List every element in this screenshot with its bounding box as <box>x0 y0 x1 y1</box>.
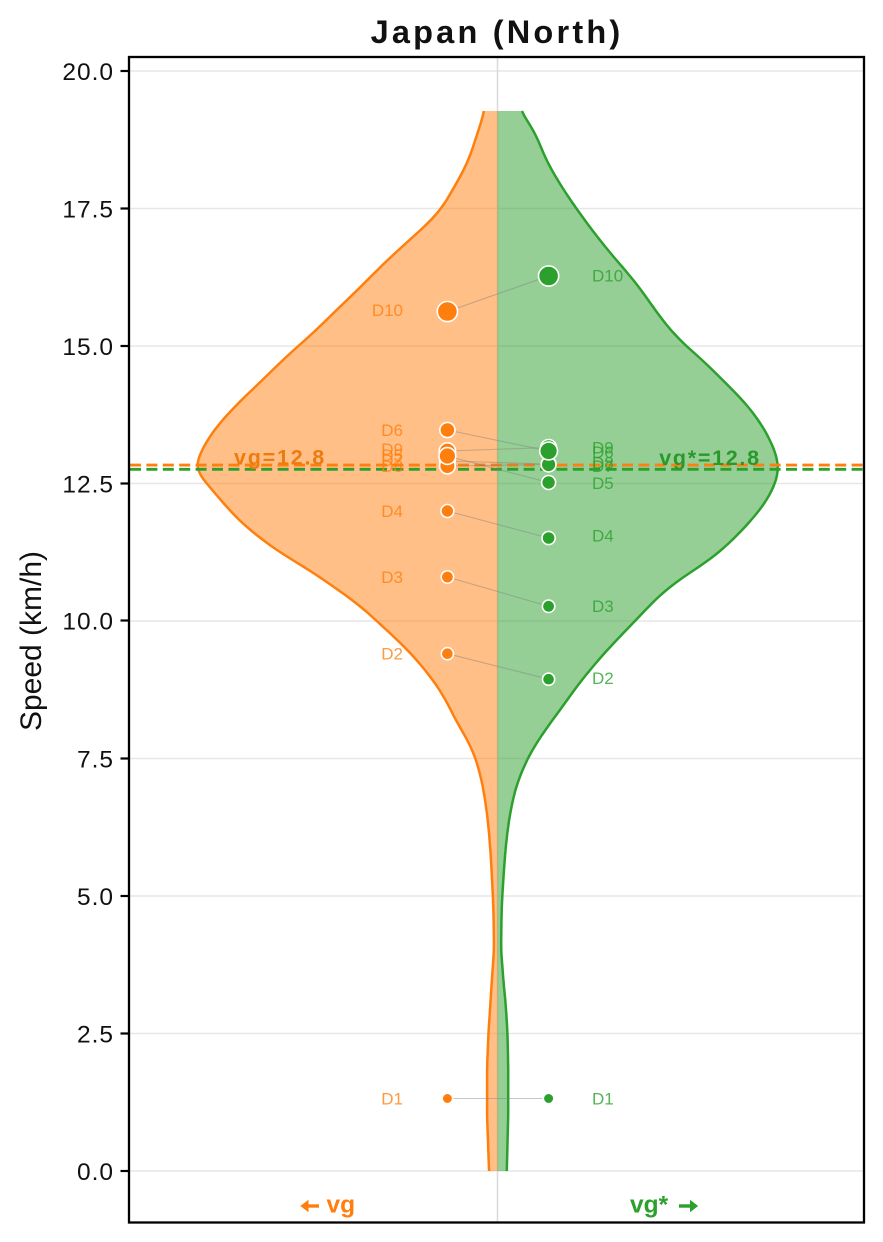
svg-text:D4: D4 <box>592 527 614 546</box>
svg-text:D6: D6 <box>381 421 403 440</box>
svg-text:D10: D10 <box>372 301 403 320</box>
svg-text:D3: D3 <box>381 568 403 587</box>
svg-text:20.0: 20.0 <box>62 59 114 86</box>
svg-text:10.0: 10.0 <box>62 608 114 635</box>
svg-text:2.5: 2.5 <box>77 1021 114 1048</box>
svg-text:D7: D7 <box>592 457 614 476</box>
svg-text:D5: D5 <box>381 446 403 465</box>
svg-text:D2: D2 <box>592 669 614 688</box>
svg-text:D5: D5 <box>592 474 614 493</box>
svg-text:D9: D9 <box>592 439 614 458</box>
svg-text:vg*=12.8: vg*=12.8 <box>659 446 760 470</box>
svg-text:12.5: 12.5 <box>62 471 114 498</box>
svg-text:D8: D8 <box>592 454 614 473</box>
svg-text:vg=12.8: vg=12.8 <box>234 446 326 470</box>
svg-text:D9: D9 <box>381 440 403 459</box>
svg-text:D2: D2 <box>381 645 403 664</box>
svg-text:D4: D4 <box>381 502 403 521</box>
svg-text:D8: D8 <box>381 457 403 476</box>
svg-text:D1: D1 <box>592 1090 614 1109</box>
svg-text:D3: D3 <box>592 597 614 616</box>
svg-text:0.0: 0.0 <box>77 1159 114 1186</box>
svg-text:vg: vg <box>327 1192 356 1219</box>
svg-text:D10: D10 <box>592 267 623 286</box>
svg-text:D6: D6 <box>592 443 614 462</box>
svg-text:D1: D1 <box>381 1090 403 1109</box>
svg-text:Japan (North): Japan (North) <box>371 14 624 50</box>
svg-text:5.0: 5.0 <box>77 884 114 911</box>
svg-text:D7: D7 <box>381 451 403 470</box>
svg-text:Speed (km/h): Speed (km/h) <box>15 551 48 731</box>
svg-text:7.5: 7.5 <box>77 746 114 773</box>
svg-text:vg*: vg* <box>630 1192 669 1219</box>
svg-text:15.0: 15.0 <box>62 334 114 361</box>
svg-text:17.5: 17.5 <box>62 196 114 223</box>
